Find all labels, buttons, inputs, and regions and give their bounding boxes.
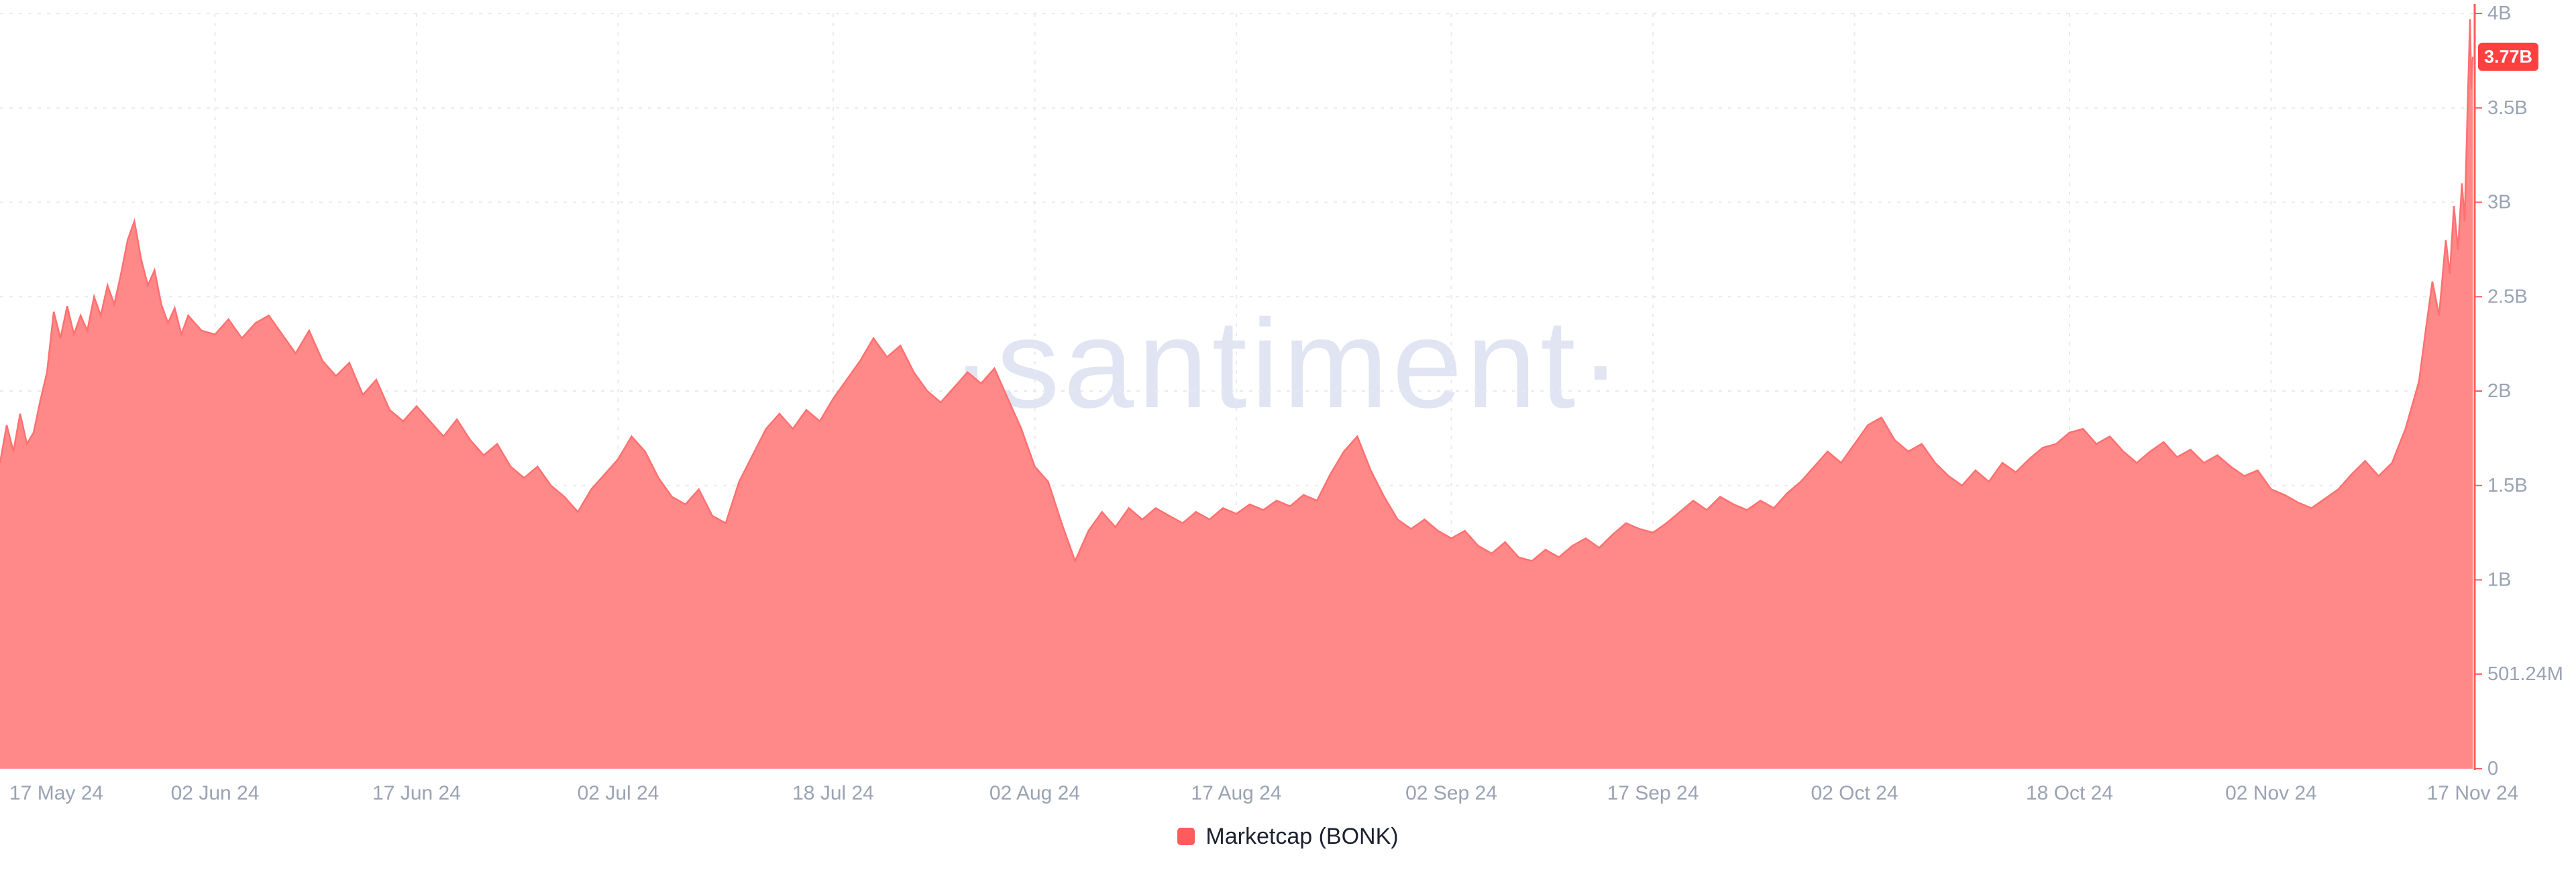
x-axis-label: 02 Jun 24 (171, 782, 260, 804)
marketcap-line-edge (0, 19, 2474, 563)
x-axis-label: 17 Nov 24 (2427, 782, 2519, 804)
legend-label: Marketcap (BONK) (1205, 824, 1399, 849)
y-axis-label: 2.5B (2487, 286, 2528, 307)
x-axis-label: 02 Oct 24 (1811, 782, 1898, 804)
x-axis-label: 02 Aug 24 (989, 782, 1080, 804)
y-axis-label: 1B (2487, 569, 2511, 591)
legend-swatch (1177, 828, 1195, 845)
marketcap-area-series[interactable] (0, 19, 2473, 769)
x-axis-label: 18 Jul 24 (792, 782, 874, 804)
y-axis-label: 3B (2487, 192, 2511, 213)
y-axis-label: 1.5B (2487, 475, 2528, 496)
y-axis-label: 3.5B (2487, 97, 2528, 119)
x-axis-label: 18 Oct 24 (2026, 782, 2113, 804)
chart-legend-item[interactable]: Marketcap (BONK) (0, 825, 2576, 848)
current-value-badge (2478, 42, 2538, 71)
y-axis-label: 4B (2487, 3, 2511, 24)
x-axis-label: 17 May 24 (9, 782, 103, 804)
y-axis-label: 2B (2487, 380, 2511, 402)
y-axis-label: 0 (2487, 758, 2498, 779)
x-axis-label: 02 Jul 24 (578, 782, 659, 804)
x-axis-label: 02 Sep 24 (1405, 782, 1497, 804)
x-axis-label: 17 Jun 24 (372, 782, 461, 804)
x-axis-label: 17 Sep 24 (1607, 782, 1699, 804)
x-axis-label: 17 Aug 24 (1191, 782, 1281, 804)
y-axis-label: 501.24M (2487, 663, 2563, 685)
current-value-label: 3.77B (2484, 47, 2532, 67)
x-axis-label: 02 Nov 24 (2225, 782, 2317, 804)
